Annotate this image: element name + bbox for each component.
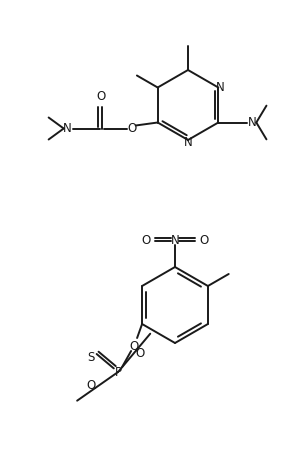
Text: O: O — [96, 90, 105, 103]
Text: S: S — [87, 350, 94, 363]
Text: N: N — [63, 122, 72, 135]
Text: O: O — [141, 233, 151, 246]
Text: N: N — [248, 116, 257, 129]
Text: O: O — [127, 122, 136, 135]
Text: O: O — [86, 379, 96, 392]
Text: O: O — [199, 233, 209, 246]
Text: O: O — [136, 347, 145, 360]
Text: N: N — [171, 234, 179, 248]
Text: O: O — [129, 340, 139, 353]
Text: P: P — [115, 365, 122, 378]
Text: N: N — [216, 81, 225, 94]
Text: N: N — [184, 136, 192, 149]
